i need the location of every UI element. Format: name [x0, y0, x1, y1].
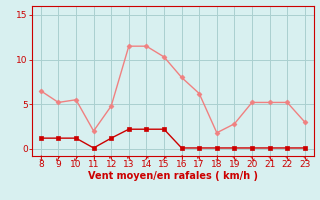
- Text: ↑: ↑: [179, 154, 185, 163]
- Text: ↖: ↖: [108, 154, 114, 163]
- Text: ↘: ↘: [249, 154, 255, 163]
- Text: ↑: ↑: [91, 154, 97, 163]
- Text: ↖: ↖: [196, 154, 202, 163]
- Text: ↗: ↗: [143, 154, 149, 163]
- Text: ↗: ↗: [161, 154, 167, 163]
- Text: ↙: ↙: [73, 154, 79, 163]
- Text: ↘: ↘: [267, 154, 273, 163]
- Text: ↘: ↘: [284, 154, 290, 163]
- Text: ↖: ↖: [126, 154, 132, 163]
- X-axis label: Vent moyen/en rafales ( km/h ): Vent moyen/en rafales ( km/h ): [88, 171, 258, 181]
- Text: ↘: ↘: [231, 154, 237, 163]
- Text: ↓: ↓: [214, 154, 220, 163]
- Text: ↓: ↓: [38, 154, 44, 163]
- Text: ↙: ↙: [55, 154, 61, 163]
- Text: ↘: ↘: [302, 154, 308, 163]
